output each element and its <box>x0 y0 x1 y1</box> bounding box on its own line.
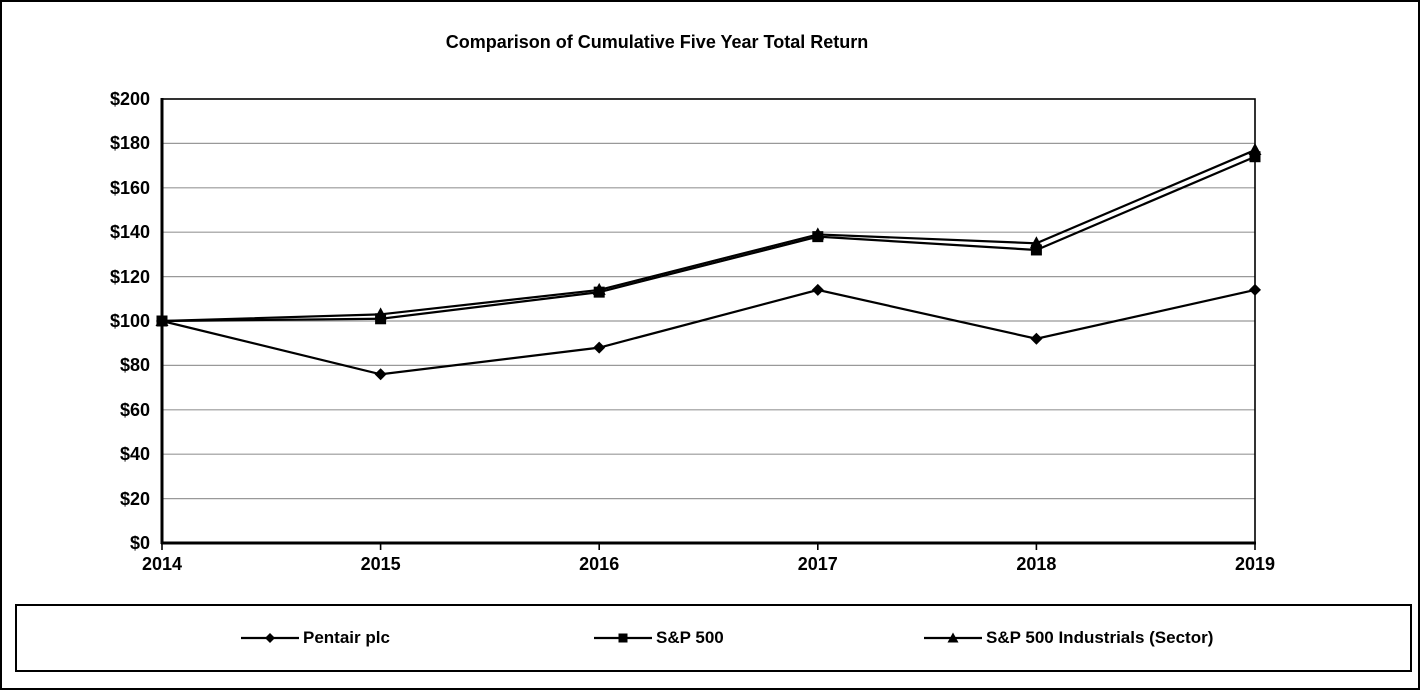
legend-item-s-p-500-industrials-sector: S&P 500 Industrials (Sector) <box>924 606 1213 670</box>
legend-item-pentair-plc: Pentair plc <box>241 606 390 670</box>
y-axis-tick-label: $60 <box>119 399 150 420</box>
y-axis-tick-label: $0 <box>129 533 150 553</box>
legend-label: Pentair plc <box>303 628 390 647</box>
marker-triangle-s-p-500-industrials-sector <box>811 227 825 240</box>
legend-label: S&P 500 <box>656 628 724 647</box>
series-line-s-p-500 <box>161 155 1256 323</box>
y-axis-tick-label: $180 <box>109 133 150 154</box>
y-axis-tick-label: $80 <box>119 355 150 376</box>
marker-triangle-s-p-500-industrials-sector <box>155 314 169 326</box>
legend-box: Pentair plc S&P 500 S&P 500 Industrials (S… <box>15 604 1412 672</box>
y-axis-tick-label: $40 <box>119 444 150 465</box>
marker-diamond-pentair-plc <box>1249 283 1261 296</box>
chart-title: Comparison of Cumulative Five Year Total… <box>445 32 869 52</box>
marker-square-s-p-500 <box>1249 151 1261 163</box>
marker-diamond-pentair-plc <box>593 341 606 354</box>
x-axis-tick-label: 2018 <box>1016 554 1057 574</box>
y-axis-tick-label: $160 <box>109 177 150 198</box>
legend-triangle-icon <box>924 632 982 643</box>
legend-square-icon <box>594 633 652 643</box>
series-line-s-p-500-industrials-sector <box>161 149 1256 323</box>
x-axis-tick-label: 2015 <box>360 554 401 574</box>
marker-diamond-pentair-plc <box>1030 332 1043 345</box>
marker-triangle-s-p-500-industrials-sector <box>374 307 388 320</box>
marker-diamond-pentair-plc <box>374 368 387 381</box>
marker-diamond-pentair-plc <box>811 283 824 296</box>
y-axis-tick-label: $140 <box>109 222 150 243</box>
y-axis-tick-label: $120 <box>109 266 150 287</box>
legend-item-s-p-500: S&P 500 <box>594 606 724 670</box>
marker-triangle-s-p-500-industrials-sector <box>1029 236 1043 249</box>
marker-triangle-s-p-500-industrials-sector <box>1248 143 1262 156</box>
y-axis-tick-label: $20 <box>119 488 150 509</box>
x-axis-tick-label: 2016 <box>579 554 620 574</box>
legend-diamond-icon <box>241 633 299 643</box>
y-axis-tick-label: $100 <box>109 311 150 331</box>
marker-triangle-s-p-500-industrials-sector <box>592 282 606 295</box>
x-axis-tick-label: 2017 <box>797 554 838 574</box>
marker-square-s-p-500 <box>1030 244 1042 256</box>
x-axis-tick-label: 2014 <box>141 554 183 574</box>
series-line-pentair-plc <box>161 288 1256 376</box>
y-axis-tick-label: $200 <box>109 89 150 109</box>
legend-label: S&P 500 Industrials (Sector) <box>986 628 1214 647</box>
x-axis-tick-label: 2019 <box>1234 554 1276 574</box>
